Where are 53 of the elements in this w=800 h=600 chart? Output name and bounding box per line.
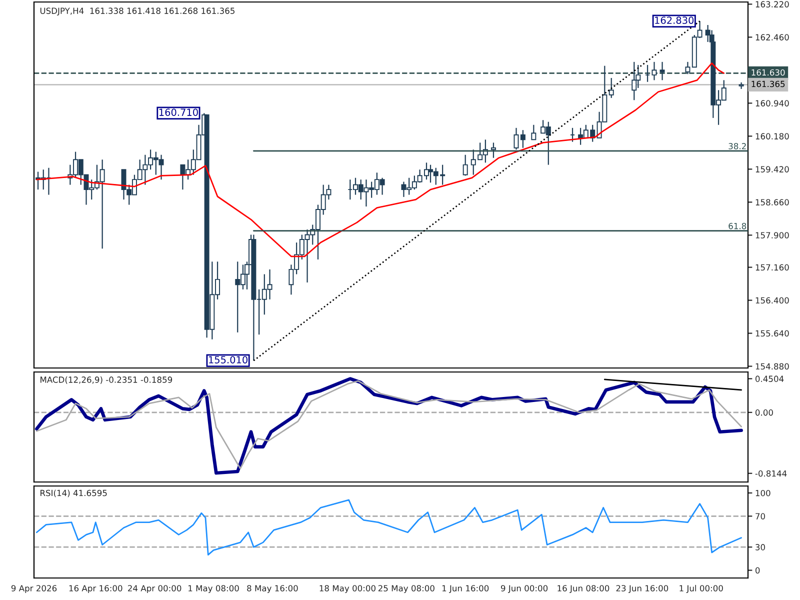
y-tick-label: 158.660 bbox=[756, 199, 789, 206]
candlestick bbox=[685, 61, 690, 75]
x-tick-label: 18 May 00:00 bbox=[320, 585, 376, 594]
y-tick-label: 157.900 bbox=[756, 232, 789, 238]
x-tick-label: 9 Jun 00:00 bbox=[500, 585, 548, 593]
y-tick-label: 155.640 bbox=[756, 330, 789, 337]
y-tick-label: 154.880 bbox=[756, 363, 789, 370]
candlestick bbox=[660, 61, 665, 81]
candlestick bbox=[705, 24, 710, 42]
x-tick-label: 16 Apr 16:00 bbox=[69, 585, 122, 594]
annotation: 61.8 bbox=[728, 222, 746, 230]
y-tick-label: 30 bbox=[756, 544, 765, 550]
ref-line-label: 161.630 bbox=[752, 69, 785, 76]
y-tick-label: 100 bbox=[756, 490, 770, 496]
candlestick bbox=[652, 61, 657, 81]
line-series bbox=[36, 499, 742, 556]
candlestick bbox=[531, 124, 536, 140]
y-tick-label: 159.420 bbox=[756, 166, 789, 172]
candlestick bbox=[520, 130, 526, 148]
y-tick-label: -0.8144 bbox=[755, 470, 787, 477]
y-tick-label: 70 bbox=[756, 513, 765, 520]
x-tick-label: 1 May 08:00 bbox=[188, 585, 239, 594]
y-tick-label: 157.160 bbox=[756, 264, 789, 271]
ref-line-label: 161.365 bbox=[752, 80, 785, 88]
line-series bbox=[36, 62, 725, 258]
candlestick bbox=[490, 142, 496, 158]
chart-title: MACD(12,26,9) -0.2351 -0.1859 bbox=[40, 376, 172, 384]
candlestick bbox=[632, 61, 637, 101]
candlestick bbox=[462, 154, 468, 176]
chart-title: RSI(14) 41.6595 bbox=[40, 490, 107, 498]
y-tick-label: 156.400 bbox=[756, 297, 789, 304]
y-tick-label: 0 bbox=[755, 567, 760, 574]
text: USDJPY,H4 161.338 161.418 161.268 161.365 bbox=[40, 8, 234, 16]
candlestick bbox=[514, 127, 519, 150]
x-tick-label: 1 Jul 00:00 bbox=[680, 584, 723, 593]
y-tick-label: 160.180 bbox=[756, 133, 789, 140]
x-tick-label: 25 May 08:00 bbox=[378, 585, 434, 594]
x-tick-label: 8 May 16:00 bbox=[247, 585, 298, 594]
annotation: 155.010 bbox=[209, 356, 248, 364]
x-tick-label: 23 Jun 16:00 bbox=[616, 585, 668, 593]
x-tick-label: 1 Jun 16:00 bbox=[442, 585, 489, 593]
x-tick-label: 9 Apr 2026 bbox=[11, 585, 57, 594]
annotation: 162.830 bbox=[655, 16, 694, 24]
annotation: 160.710 bbox=[159, 108, 198, 116]
x-tick-label: 24 Apr 00:00 bbox=[128, 585, 182, 594]
candlestick bbox=[608, 77, 614, 99]
y-tick-label: 160.940 bbox=[756, 100, 789, 106]
annotation: 38.2 bbox=[728, 143, 746, 150]
y-tick-label: 163.220 bbox=[756, 1, 789, 8]
y-tick-label: 162.460 bbox=[756, 34, 789, 40]
y-tick-label: 0.4504 bbox=[755, 376, 784, 382]
y-tick-label: 0.00 bbox=[755, 409, 773, 416]
x-tick-label: 16 Jun 08:00 bbox=[558, 585, 610, 593]
